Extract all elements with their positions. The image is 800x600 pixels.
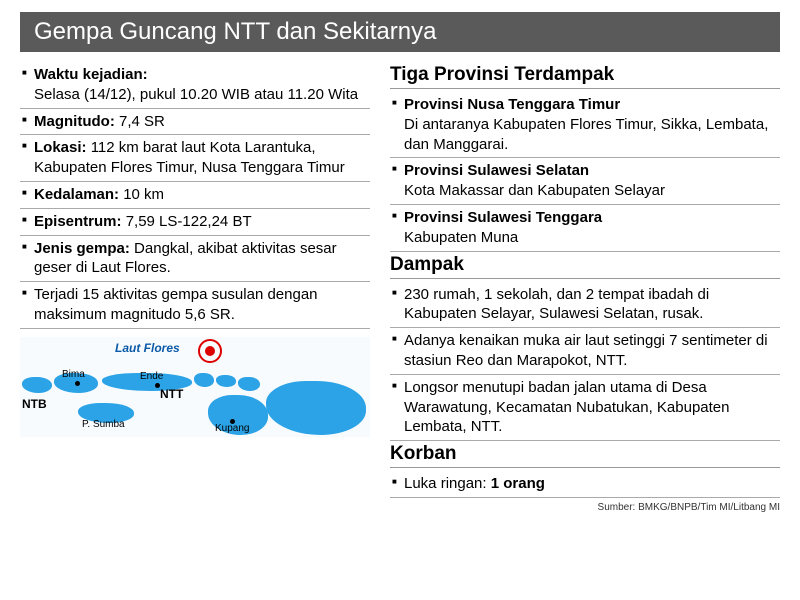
map-region-label: NTB [22,397,47,411]
fact-item: Magnitudo: 7,4 SR [20,109,370,136]
provinsi-detail: Kota Makassar dan Kabupaten Selayar [404,181,780,201]
section-title-korban: Korban [390,443,780,468]
fact-item: Waktu kejadian: Selasa (14/12), pukul 10… [20,62,370,109]
fact-item: Lokasi: 112 km barat laut Kota Larantuka… [20,135,370,182]
section-title-dampak: Dampak [390,254,780,279]
provinsi-detail: Kabupaten Muna [404,228,780,248]
fact-item: Jenis gempa: Dangkal, akibat aktivitas s… [20,236,370,283]
fact-label: Magnitudo: [34,113,119,130]
content-columns: Waktu kejadian: Selasa (14/12), pukul 10… [20,62,780,513]
map-sea-label: Laut Flores [115,341,180,355]
dampak-list: 230 rumah, 1 sekolah, dan 2 tempat ibada… [390,282,780,442]
provinsi-list: Provinsi Nusa Tenggara Timur Di antaranya… [390,92,780,252]
provinsi-item: Provinsi Sulawesi Tenggara Kabupaten Muna [390,205,780,252]
map-island [238,377,260,391]
map-city-dot [155,383,160,388]
map-area: Laut Flores NTB NTT Bima Ende P. Sumba Kupang [20,337,370,437]
map-city-label: P. Sumba [82,419,125,430]
fact-value: Selasa (14/12), pukul 10.20 WIB atau 11.… [34,85,370,105]
map-city-label: Bima [62,369,85,380]
left-column: Waktu kejadian: Selasa (14/12), pukul 10… [20,62,370,513]
section-title-provinsi: Tiga Provinsi Terdampak [390,64,780,89]
korban-value: 1 orang [491,475,545,492]
fact-label: Jenis gempa: [34,240,134,257]
korban-label: Luka ringan: [404,475,487,492]
dampak-item: 230 rumah, 1 sekolah, dan 2 tempat ibada… [390,282,780,329]
fact-value: 7,4 SR [119,113,165,130]
korban-list: Luka ringan: 1 orang [390,471,780,498]
dampak-item: Longsor menutupi badan jalan utama di De… [390,375,780,441]
fact-label: Lokasi: [34,139,91,156]
map-region-label: NTT [160,387,183,401]
fact-value: 7,59 LS-122,24 BT [126,213,252,230]
map-city-label: Kupang [215,423,249,434]
fact-item: Episentrum: 7,59 LS-122,24 BT [20,209,370,236]
source-text: Sumber: BMKG/BNPB/Tim MI/Litbang MI [390,502,780,513]
fact-item: Terjadi 15 aktivitas gempa susulan denga… [20,282,370,329]
korban-item: Luka ringan: 1 orang [390,471,780,498]
provinsi-name: Provinsi Nusa Tenggara Timur [404,96,620,113]
fact-label: Kedalaman: [34,186,123,203]
dampak-item: Adanya kenaikan muka air laut setinggi 7… [390,328,780,375]
map-city-dot [75,381,80,386]
map-island [194,373,214,387]
fact-label: Episentrum: [34,213,126,230]
page-title: Gempa Guncang NTT dan Sekitarnya [20,12,780,52]
right-column: Tiga Provinsi Terdampak Provinsi Nusa Te… [390,62,780,513]
map-island [22,377,52,393]
provinsi-name: Provinsi Sulawesi Tenggara [404,209,602,226]
map-island [266,381,366,435]
fact-label: Waktu kejadian: [34,66,148,83]
fact-item: Kedalaman: 10 km [20,182,370,209]
facts-list: Waktu kejadian: Selasa (14/12), pukul 10… [20,62,370,329]
epicenter-icon [198,339,222,363]
provinsi-item: Provinsi Sulawesi Selatan Kota Makassar d… [390,158,780,205]
provinsi-detail: Di antaranya Kabupaten Flores Timur, Sik… [404,115,780,155]
map-city-label: Ende [140,371,163,382]
map-island [216,375,236,387]
provinsi-name: Provinsi Sulawesi Selatan [404,162,589,179]
provinsi-item: Provinsi Nusa Tenggara Timur Di antaranya… [390,92,780,158]
fact-value: 10 km [123,186,164,203]
